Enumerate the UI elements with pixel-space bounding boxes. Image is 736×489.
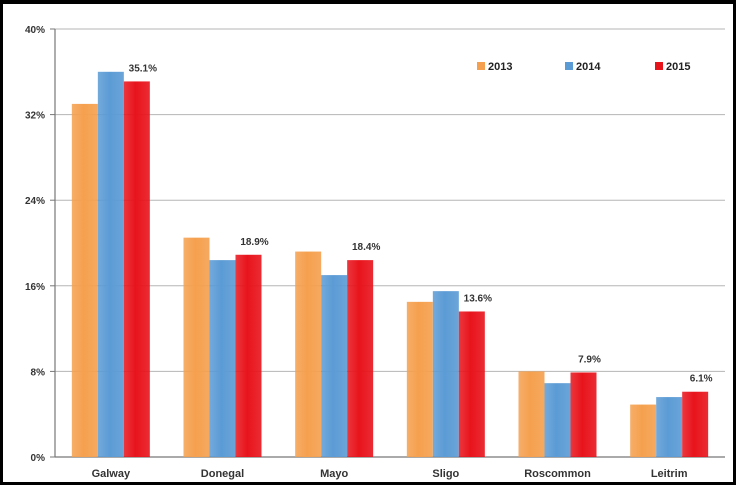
- data-label: 13.6%: [464, 293, 492, 304]
- bar-leitrim-2013: [630, 404, 657, 457]
- bar-donegal-2013: [183, 237, 210, 457]
- gridlines: [50, 28, 725, 458]
- legend-label: 2015: [666, 61, 690, 73]
- category-label: Mayo: [320, 468, 348, 480]
- legend-swatch: [565, 62, 573, 70]
- y-tick-label: 8%: [31, 367, 46, 378]
- bar-sligo-2013: [406, 301, 433, 457]
- data-label: 18.9%: [240, 237, 268, 248]
- data-label: 35.1%: [129, 63, 157, 74]
- category-label: Donegal: [201, 468, 244, 480]
- y-tick-label: 32%: [25, 111, 45, 122]
- data-labels: 35.1% 18.9% 18.4% 13.6% 7.9% 6.1%: [129, 63, 713, 384]
- legend-label: 2014: [576, 61, 601, 73]
- y-tick-label: 0%: [31, 453, 46, 464]
- data-label: 6.1%: [690, 374, 713, 385]
- legend-label: 2013: [488, 61, 512, 73]
- bar-sligo-2014: [432, 291, 459, 457]
- y-axis-ticks: 0% 8% 16% 24% 32% 40%: [25, 25, 45, 464]
- bar-roscommon-2013: [518, 371, 545, 457]
- y-tick-label: 16%: [25, 282, 45, 293]
- data-label: 18.4%: [352, 242, 380, 253]
- bar-roscommon-2014: [544, 383, 571, 457]
- data-label: 7.9%: [578, 354, 601, 365]
- bar-leitrim-2014: [656, 397, 683, 457]
- legend: 2013 2014 2015: [477, 61, 690, 73]
- y-tick-label: 40%: [25, 25, 45, 36]
- bar-chart: 0% 8% 16% 24% 32% 40% 35.1% 18.9% 18.4% 13.6% 7.9…: [25, 25, 725, 480]
- bar-mayo-2014: [321, 275, 348, 457]
- bar-galway-2015: [123, 81, 150, 458]
- bar-sligo-2015: [458, 311, 485, 457]
- category-labels: Galway Donegal Mayo Sligo Roscommon Leitrim: [92, 468, 688, 480]
- bar-leitrim-2015: [682, 391, 709, 457]
- bar-roscommon-2015: [570, 372, 597, 457]
- legend-swatch: [655, 62, 663, 70]
- category-label: Leitrim: [651, 468, 688, 480]
- bar-donegal-2015: [235, 254, 262, 457]
- legend-swatch: [477, 62, 485, 70]
- category-label: Sligo: [432, 468, 459, 480]
- y-tick-label: 24%: [25, 196, 45, 207]
- bar-donegal-2014: [209, 260, 236, 457]
- bar-mayo-2015: [347, 260, 374, 457]
- bar-galway-2013: [71, 103, 98, 458]
- bar-galway-2014: [97, 71, 124, 458]
- category-label: Roscommon: [524, 468, 591, 480]
- bars: [71, 71, 709, 458]
- category-label: Galway: [92, 468, 131, 480]
- bar-mayo-2013: [295, 251, 322, 457]
